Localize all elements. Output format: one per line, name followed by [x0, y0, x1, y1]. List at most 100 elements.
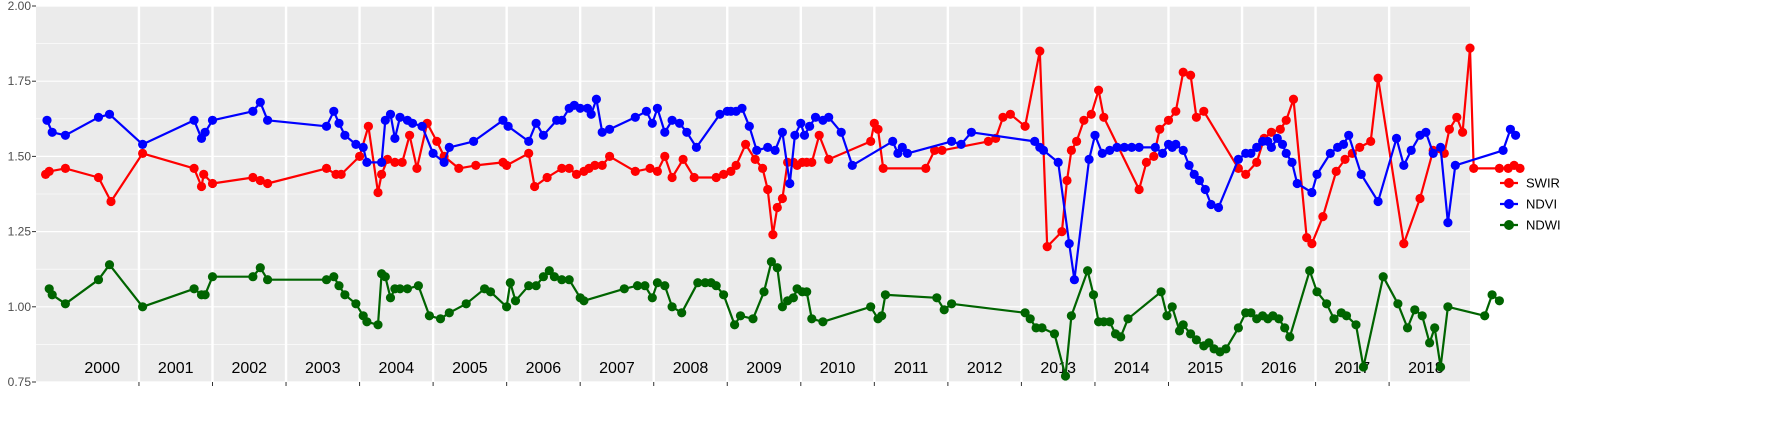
legend-key-point: [1504, 178, 1514, 188]
ndvi-point: [385, 109, 396, 119]
swir-point: [1266, 127, 1276, 137]
swir-point: [1099, 112, 1109, 122]
ndwi-point: [652, 278, 663, 288]
ndwi-point: [866, 302, 876, 312]
ndvi-point: [956, 139, 966, 149]
ndvi-point: [1287, 157, 1297, 167]
swir-point: [1149, 151, 1159, 161]
ndwi-point: [1393, 299, 1403, 309]
ndvi-point: [444, 142, 454, 152]
series-swir: [41, 43, 1525, 252]
swir-point: [741, 139, 751, 149]
ndwi-point: [340, 290, 350, 300]
swir-point: [1494, 163, 1504, 173]
swir-point: [1307, 239, 1317, 249]
ndwi-point: [380, 272, 390, 282]
ndvi-point: [966, 127, 977, 137]
ndvi-point: [630, 112, 640, 122]
swir-point: [731, 160, 741, 170]
ndvi-point: [1233, 154, 1243, 164]
year-label: 2011: [894, 360, 929, 377]
ndwi-point: [1487, 290, 1497, 300]
year-label: 2005: [452, 360, 488, 377]
swir-point: [768, 230, 778, 240]
year-label: 2013: [1040, 360, 1076, 377]
ndvi-point: [888, 136, 898, 146]
swir-point: [263, 178, 273, 189]
ndvi-point: [358, 142, 368, 152]
ndwi-point: [1178, 320, 1188, 330]
ndwi-point: [1186, 329, 1196, 339]
swir-point: [1141, 157, 1151, 167]
year-label: 2001: [158, 360, 194, 377]
swir-point: [711, 172, 721, 183]
ndwi-point: [334, 281, 344, 291]
ndvi-point: [321, 121, 332, 131]
ndwi-point: [759, 287, 769, 297]
ndvi-point: [1505, 124, 1515, 134]
ndwi-point: [510, 296, 521, 306]
year-label: 2002: [231, 360, 267, 377]
ndvi-point: [1421, 127, 1431, 137]
axes: 0.75 1.00 1.25 1.50 1.75 2.00: [8, 0, 1390, 389]
ndvi-point: [682, 127, 692, 137]
swir-point: [930, 145, 940, 155]
ndwi-point: [189, 284, 199, 294]
ndwi-point: [1105, 317, 1115, 327]
legend: SWIR NDVI NDWI: [1500, 176, 1561, 233]
ndvi-point: [1356, 169, 1366, 179]
ndvi-point: [380, 115, 390, 125]
ndwi-point: [557, 275, 567, 285]
swir-point: [1042, 242, 1052, 252]
ndvi-point: [138, 139, 148, 149]
ndwi-point: [947, 299, 957, 309]
ndvi-point: [395, 112, 405, 122]
ndwi-point: [579, 296, 589, 306]
ndwi-point: [1083, 266, 1093, 276]
ndvi-point: [1119, 142, 1129, 152]
swir-point: [1373, 73, 1383, 83]
ndwi-point: [1088, 290, 1099, 300]
swir-point: [1062, 175, 1072, 186]
swir-point: [530, 181, 540, 192]
swir-point: [678, 154, 688, 164]
swir-point: [758, 163, 768, 173]
ndwi-point: [538, 272, 549, 282]
ndvi-point: [1200, 184, 1210, 195]
swir-point: [878, 163, 888, 173]
ndvi-point: [538, 130, 549, 140]
ndwi-point: [1443, 302, 1453, 312]
swir-point: [1171, 106, 1181, 116]
ndvi-point: [1338, 139, 1349, 149]
legend-key-point: [1504, 199, 1514, 209]
swir-point: [1515, 163, 1525, 173]
ndwi-point: [766, 257, 777, 267]
ndvi-point: [1436, 142, 1446, 152]
swir-point: [1020, 121, 1030, 131]
ndwi-point: [263, 275, 273, 285]
swir-point: [524, 148, 534, 158]
ndvi-point: [1069, 275, 1079, 285]
ndwi-point: [1221, 344, 1231, 354]
ndwi-point: [1162, 311, 1172, 321]
ndvi-point: [605, 124, 615, 134]
swir-point: [1199, 106, 1209, 116]
ndvi-point: [498, 115, 508, 125]
ndwi-point: [1037, 323, 1047, 333]
swir-point: [1288, 94, 1299, 104]
swir-point: [138, 148, 148, 158]
swir-point: [564, 163, 574, 173]
swir-point: [557, 163, 567, 173]
ndvi-point: [647, 118, 657, 128]
ndvi-point: [93, 112, 104, 122]
year-label: 2000: [84, 360, 120, 377]
series-ndvi: [42, 94, 1521, 285]
ndvi-point: [407, 118, 418, 128]
ndvi-point: [1399, 160, 1409, 170]
swir-point: [1094, 85, 1104, 95]
legend-label: NDVI: [1526, 197, 1557, 212]
swir-point: [1469, 163, 1479, 173]
swir-point: [1366, 136, 1376, 146]
ndwi-point: [321, 275, 332, 285]
